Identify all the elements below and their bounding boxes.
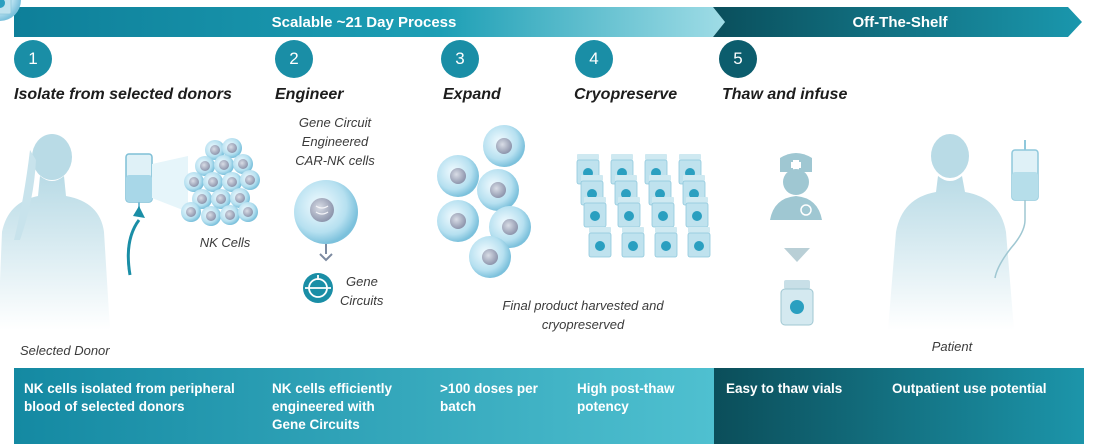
engineered-line-2: Engineered xyxy=(301,134,369,149)
nurse-icon xyxy=(770,153,822,220)
footer-engineering-line-2: engineered with xyxy=(272,399,375,414)
gene-circuits-label: Gene Circuits xyxy=(340,272,400,310)
footer-engineering-text: NK cells efficiently engineered with Gen… xyxy=(272,380,432,434)
iv-bag-icon xyxy=(125,153,188,276)
footer-engineering-line-3: Gene Circuits xyxy=(272,417,360,432)
footer-isolation-line-1: NK cells isolated from peripheral xyxy=(24,381,235,396)
step-2-badge: 2 xyxy=(275,40,313,78)
engineered-cells-label: Gene Circuit Engineered CAR-NK cells xyxy=(280,113,390,170)
footer-doses-line-2: batch xyxy=(440,399,477,414)
engineered-line-3: CAR-NK cells xyxy=(295,153,375,168)
footer-doses-line-1: >100 doses per xyxy=(440,381,538,396)
donor-silhouette-icon xyxy=(0,134,110,330)
step-5-badge: 5 xyxy=(719,40,757,78)
step-1-badge: 1 xyxy=(14,40,52,78)
footer-bar-right xyxy=(714,368,1084,444)
footer-isolation-line-2: blood of selected donors xyxy=(24,399,185,414)
footer-potency-line-1: High post-thaw xyxy=(577,381,675,396)
nk-cells-label: NK Cells xyxy=(199,235,251,250)
patient-label: Patient xyxy=(931,339,973,354)
patient-silhouette-icon xyxy=(888,134,1014,330)
offshelf-banner xyxy=(713,7,1082,37)
vial-icon xyxy=(780,280,814,326)
vial-grid-icon xyxy=(0,0,711,258)
offshelf-banner-label: Off-The-Shelf xyxy=(852,14,948,31)
footer-bar-left xyxy=(14,368,714,444)
step-4-title: Cryopreserve xyxy=(574,86,678,103)
harvest-label: Final product harvested and cryopreserve… xyxy=(478,296,688,334)
footer-potency-text: High post-thaw potency xyxy=(577,380,707,416)
gene-circuit-icon xyxy=(303,273,333,303)
footer-thaw-text: Easy to thaw vials xyxy=(726,381,843,396)
step-4-badge: 4 xyxy=(575,40,613,78)
engineered-line-1: Gene Circuit xyxy=(298,115,372,130)
harvest-line-1: Final product harvested and xyxy=(502,298,664,313)
footer-isolation-text: NK cells isolated from peripheral blood … xyxy=(24,380,264,416)
step-5-title: Thaw and infuse xyxy=(722,86,848,103)
step-3-badge: 3 xyxy=(441,40,479,78)
patient-iv-bag-icon xyxy=(994,140,1039,279)
selected-donor-label: Selected Donor xyxy=(20,343,110,358)
footer-doses-text: >100 doses per batch xyxy=(440,380,570,416)
down-arrow-icon xyxy=(784,248,810,262)
step-3-title: Expand xyxy=(443,86,501,103)
footer-engineering-line-1: NK cells efficiently xyxy=(272,381,393,396)
car-nk-cell-icon xyxy=(294,180,358,262)
process-banner-label: Scalable ~21 Day Process xyxy=(271,14,457,31)
gene-circuits-line-1: Gene xyxy=(346,274,378,289)
gene-circuits-line-2: Circuits xyxy=(340,293,384,308)
footer-potency-line-2: potency xyxy=(577,399,629,414)
step-1-title: Isolate from selected donors xyxy=(14,86,232,103)
harvest-line-2: cryopreserved xyxy=(541,317,625,332)
step-2-title: Engineer xyxy=(275,86,344,103)
process-banner xyxy=(14,7,725,37)
footer-outpatient-text: Outpatient use potential xyxy=(892,381,1047,396)
